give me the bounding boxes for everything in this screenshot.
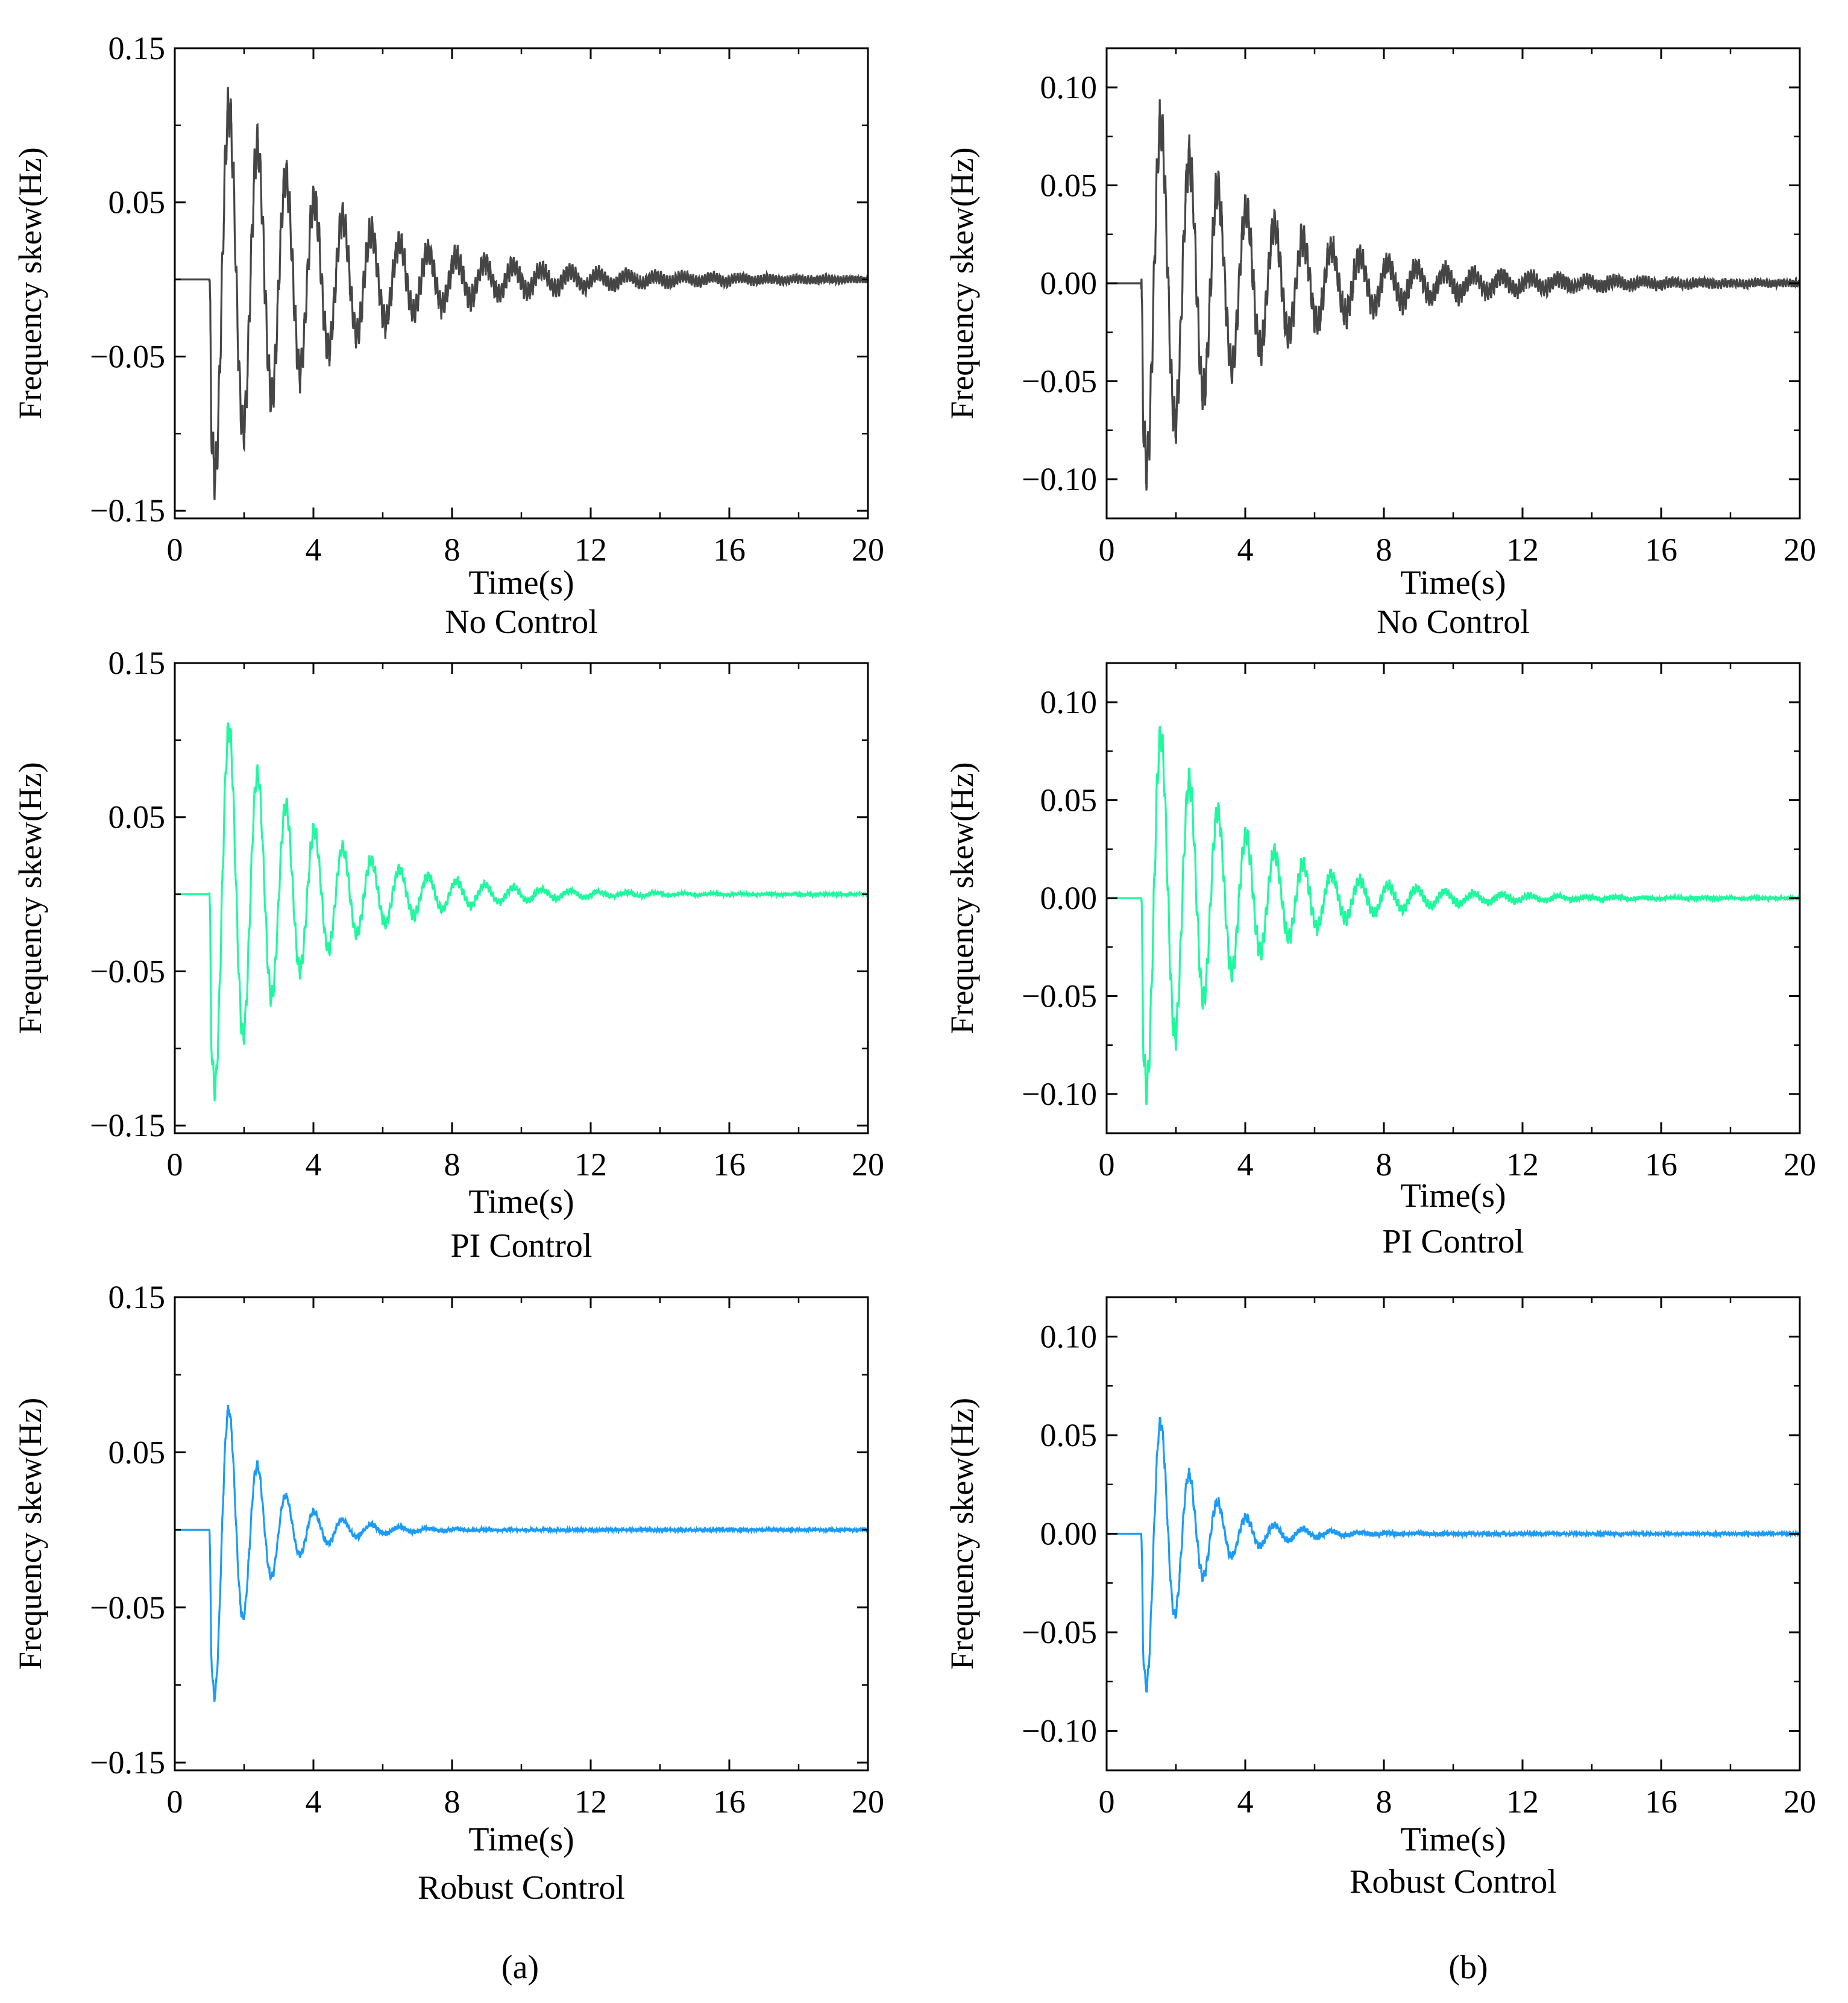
column-label-a: (a): [501, 1949, 539, 1986]
x-tick-label: 8: [1376, 532, 1392, 568]
y-tick-label: −0.15: [90, 492, 165, 529]
series-line-a-pi-control: [175, 722, 868, 1102]
x-tick-label: 20: [852, 1146, 884, 1183]
x-tick-label: 8: [444, 532, 460, 568]
y-tick-label: 0.10: [1040, 1318, 1098, 1354]
x-axis-label: Time(s): [468, 1183, 574, 1221]
x-tick-label: 20: [1784, 1146, 1816, 1183]
chart-b-pi-control: 0 4 8 12 16 20 0.10 0.05 0.00 −0.05 −0.10 Time(s) Fr…: [944, 662, 1816, 1260]
y-axis-label: Frequency skew(Hz): [12, 762, 48, 1034]
x-tick-label: 8: [444, 1146, 460, 1183]
y-tick-label: 0.10: [1040, 684, 1098, 720]
chart-a-robust-control: 0 4 8 12 16 20 0.15 0.05 −0.05 −0.15 Time(s) Freque…: [12, 1279, 884, 1907]
panel-subtitle: PI Control: [1383, 1223, 1524, 1260]
y-tick-label: 0.15: [108, 645, 166, 681]
y-tick-label: −0.05: [1022, 978, 1097, 1014]
x-tick-label: 12: [574, 532, 607, 568]
y-tick-label: −0.05: [1022, 1614, 1097, 1650]
panel-subtitle: PI Control: [451, 1227, 592, 1265]
x-tick-label: 12: [1506, 1784, 1539, 1820]
column-label-b: (b): [1448, 1949, 1488, 1986]
x-tick-label: 4: [1237, 532, 1254, 568]
x-tick-label: 20: [1784, 1784, 1816, 1820]
y-axis-label: Frequency skew(Hz): [944, 762, 980, 1034]
panel-subtitle: No Control: [1377, 603, 1530, 641]
y-tick-label: 0.15: [108, 1279, 166, 1315]
x-tick-label: 4: [306, 1784, 322, 1820]
y-tick-label: 0.00: [1040, 265, 1098, 301]
x-tick-label: 20: [852, 532, 884, 568]
panel-subtitle: No Control: [445, 603, 598, 641]
chart-a-pi-control: 0 4 8 12 16 20 0.15 0.05 −0.05 −0.15 Time(s) Freque…: [12, 645, 884, 1265]
panel-subtitle: Robust Control: [1350, 1863, 1557, 1901]
y-tick-label: −0.05: [90, 953, 165, 989]
y-tick-label: 0.05: [1040, 168, 1098, 204]
x-tick-label: 0: [1099, 532, 1115, 568]
x-tick-label: 16: [713, 1146, 746, 1183]
y-tick-label: −0.05: [90, 1590, 165, 1626]
x-axis-label: Time(s): [468, 564, 574, 602]
panel-subtitle: Robust Control: [418, 1869, 625, 1907]
x-tick-label: 4: [1237, 1146, 1254, 1183]
y-axis-label: Frequency skew(Hz): [12, 1398, 48, 1670]
y-tick-label: 0.00: [1040, 1516, 1098, 1552]
x-tick-label: 16: [1645, 1146, 1677, 1183]
x-tick-label: 16: [1645, 1784, 1677, 1820]
y-axis-label: Frequency skew(Hz): [944, 147, 980, 419]
x-tick-label: 20: [1784, 532, 1816, 568]
x-tick-label: 8: [1376, 1146, 1392, 1183]
x-tick-label: 12: [574, 1146, 607, 1183]
x-tick-label: 0: [167, 1146, 183, 1183]
y-tick-label: 0.00: [1040, 880, 1098, 916]
x-tick-label: 0: [167, 1784, 183, 1820]
x-tick-label: 8: [1376, 1784, 1392, 1820]
y-tick-label: −0.10: [1022, 1713, 1097, 1749]
x-tick-label: 12: [574, 1784, 607, 1820]
y-tick-label: 0.05: [108, 184, 166, 221]
series-line-a-no-control: [175, 87, 868, 500]
x-tick-label: 16: [1645, 532, 1677, 568]
chart-a-no-control: 0 4 8 12 16 20 0.15 0.05 −0.05 −0.15 Time(s) Freque…: [12, 30, 884, 641]
series-line-b-no-control: [1107, 99, 1800, 491]
x-tick-label: 12: [1506, 532, 1539, 568]
y-tick-label: −0.10: [1022, 1076, 1097, 1112]
x-axis-label: Time(s): [1400, 1821, 1506, 1858]
x-tick-label: 20: [852, 1784, 884, 1820]
chart-b-no-control: 0 4 8 12 16 20 0.10 0.05 0.00 −0.05 −0.10 Time(s) Fr…: [944, 47, 1816, 641]
y-tick-label: 0.05: [108, 1434, 166, 1470]
y-tick-label: 0.05: [1040, 782, 1098, 819]
y-axis-label: Frequency skew(Hz): [12, 147, 48, 419]
x-tick-label: 4: [306, 532, 322, 568]
y-tick-label: −0.05: [90, 338, 165, 374]
y-axis-label: Frequency skew(Hz): [944, 1398, 980, 1670]
y-tick-label: −0.15: [90, 1107, 165, 1143]
x-tick-label: 4: [1237, 1784, 1254, 1820]
series-line-a-robust-control: [175, 1404, 868, 1702]
x-tick-label: 8: [444, 1784, 460, 1820]
x-tick-label: 16: [713, 1784, 746, 1820]
y-tick-label: −0.05: [1022, 363, 1097, 400]
x-tick-label: 12: [1506, 1146, 1539, 1183]
y-tick-label: 0.05: [1040, 1417, 1098, 1453]
x-axis-label: Time(s): [468, 1821, 574, 1858]
x-axis-label: Time(s): [1400, 564, 1506, 602]
x-tick-label: 4: [306, 1146, 322, 1183]
x-tick-label: 0: [167, 532, 183, 568]
chart-b-robust-control: 0 4 8 12 16 20 0.10 0.05 0.00 −0.05 −0.10 Time(s) Fr…: [944, 1296, 1816, 1901]
x-axis-label: Time(s): [1400, 1177, 1506, 1215]
x-tick-label: 0: [1099, 1146, 1115, 1183]
y-tick-label: 0.10: [1040, 69, 1098, 105]
y-tick-label: −0.15: [90, 1744, 165, 1781]
x-tick-label: 16: [713, 532, 746, 568]
series-line-b-robust-control: [1107, 1417, 1800, 1693]
x-tick-label: 0: [1099, 1784, 1115, 1820]
y-tick-label: 0.05: [108, 799, 166, 835]
series-line-b-pi-control: [1107, 726, 1800, 1105]
y-tick-label: −0.10: [1022, 461, 1097, 497]
y-tick-label: 0.15: [108, 30, 166, 66]
